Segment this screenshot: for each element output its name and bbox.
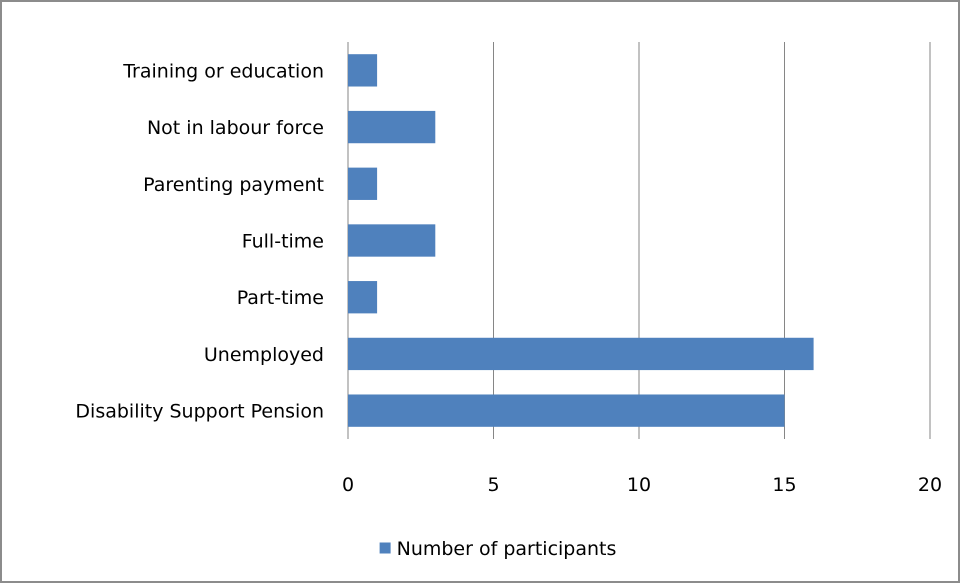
x-tick-labels: 0 5 10 15 20 xyxy=(342,474,942,496)
bar xyxy=(348,337,814,371)
x-tick-label: 0 xyxy=(342,474,354,496)
category-label: Parenting payment xyxy=(143,174,324,196)
category-label: Part-time xyxy=(237,287,324,309)
bar xyxy=(348,110,436,144)
x-tick-label: 15 xyxy=(772,474,796,496)
category-labels: Disability Support Pension Unemployed Part… xyxy=(75,60,324,422)
bar xyxy=(348,281,378,314)
legend: Number of participants xyxy=(379,538,617,560)
category-label: Not in labour force xyxy=(147,117,324,139)
bar xyxy=(348,224,436,257)
bar xyxy=(348,394,785,427)
x-tick-label: 5 xyxy=(487,474,499,496)
gridlines xyxy=(347,42,931,439)
category-label: Disability Support Pension xyxy=(75,401,324,423)
bar xyxy=(348,54,378,87)
bar xyxy=(348,167,378,200)
x-tick-label: 20 xyxy=(918,474,942,496)
category-label: Training or education xyxy=(122,60,324,82)
bars xyxy=(348,54,814,427)
legend-label: Number of participants xyxy=(397,538,617,560)
x-tick-label: 10 xyxy=(627,474,651,496)
legend-swatch xyxy=(379,542,391,554)
category-label: Unemployed xyxy=(204,344,324,366)
category-label: Full-time xyxy=(242,231,324,253)
